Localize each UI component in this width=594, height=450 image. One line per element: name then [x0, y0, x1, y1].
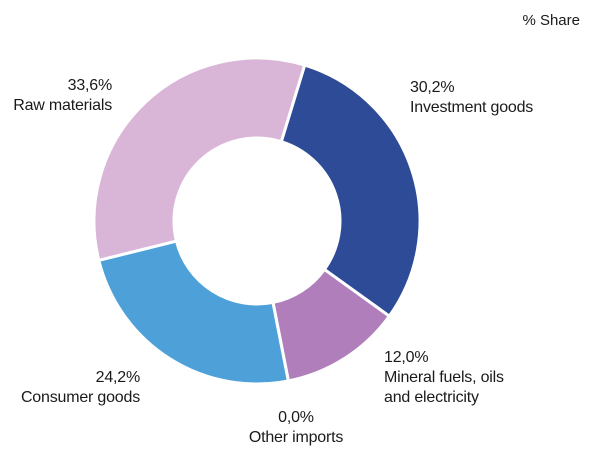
donut-slice-consumer-goods: [97, 239, 290, 386]
unit-label: % Share: [522, 12, 580, 29]
slice-name-label: Investment goods: [410, 99, 534, 116]
slice-name-label: Raw materials: [13, 97, 112, 114]
slice-name-label: Other imports: [248, 429, 344, 446]
slice-label-other-imports: 0,0% Other imports: [236, 408, 356, 448]
slice-label-investment-goods: 30,2% Investment goods: [410, 78, 533, 118]
slice-value-label: 24,2%: [95, 369, 141, 386]
slice-value-label: 12,0%: [384, 349, 429, 366]
slice-label-mineral-fuels: 12,0% Mineral fuels, oils and electricit…: [384, 348, 534, 408]
slice-value-label: 33,6%: [67, 77, 113, 94]
slice-label-consumer-goods: 24,2% Consumer goods: [4, 368, 140, 408]
donut-slice-raw-materials: [92, 56, 307, 262]
slice-value-label: 30,2%: [410, 79, 455, 96]
slice-value-label: 0,0%: [278, 409, 314, 426]
slice-label-raw-materials: 33,6% Raw materials: [4, 76, 112, 116]
slice-name-label: Mineral fuels, oils and electricity: [384, 369, 504, 406]
donut-slice-investment-goods: [279, 63, 422, 318]
slice-name-label: Consumer goods: [20, 389, 140, 406]
